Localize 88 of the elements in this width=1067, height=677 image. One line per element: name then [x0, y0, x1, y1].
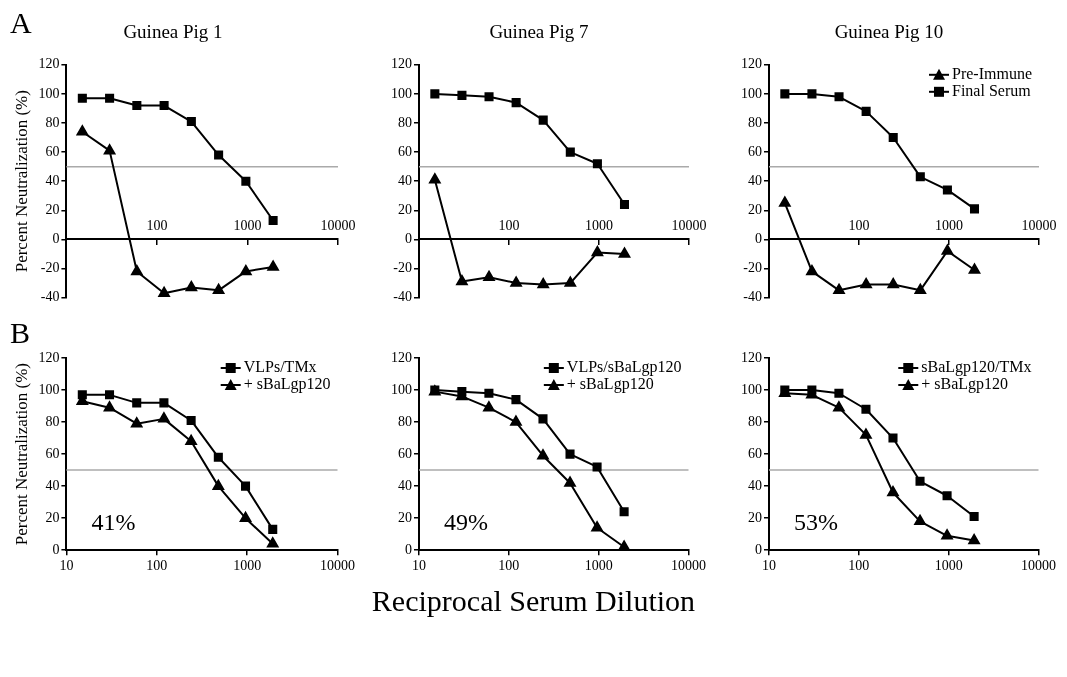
- x-tick-label: 100: [146, 218, 168, 234]
- chart-title: Guinea Pig 1: [123, 21, 223, 43]
- legend-label: Pre-Immune: [952, 65, 1033, 82]
- y-tick-label: 120: [390, 56, 412, 72]
- legend-label: sBaLgp120/TMx: [921, 358, 1032, 377]
- y-tick-label: -40: [743, 289, 762, 305]
- annotation: 41%: [91, 508, 136, 535]
- y-tick-label: 80: [45, 114, 60, 130]
- x-tick-label: 10000: [320, 558, 355, 574]
- y-tick-label: 20: [748, 201, 762, 217]
- y-tick-label: 20: [748, 509, 762, 525]
- x-tick-label: 10000: [1021, 218, 1057, 234]
- y-tick-label: 20: [397, 509, 412, 525]
- x-tick-label: 1000: [233, 558, 262, 574]
- x-tick-label: 100: [848, 218, 870, 234]
- y-tick-label: 20: [45, 509, 60, 525]
- annotation: 49%: [443, 508, 488, 535]
- legend-label: + sBaLgp120: [921, 375, 1009, 394]
- x-tick-label: 10: [411, 558, 426, 574]
- y-tick-label: 100: [38, 85, 60, 101]
- x-tick-label: 100: [498, 218, 519, 234]
- y-tick-label: 40: [397, 172, 412, 188]
- y-axis-title: Percent Neutralization (%): [11, 90, 31, 273]
- y-tick-label: 0: [404, 231, 412, 247]
- y-tick-label: 80: [748, 413, 762, 429]
- y-tick-label: 60: [397, 445, 412, 461]
- y-tick-label: 80: [748, 114, 762, 130]
- text: B: [10, 315, 31, 349]
- y-tick-label: 120: [741, 56, 762, 72]
- chart-title: Guinea Pig 10: [834, 21, 944, 43]
- x-tick-label: 10000: [320, 218, 356, 234]
- y-tick-label: 0: [52, 231, 60, 247]
- y-tick-label: 40: [748, 172, 762, 188]
- x-tick-label: 1000: [584, 558, 613, 574]
- x-tick-label: 10000: [671, 218, 706, 234]
- y-tick-label: 100: [390, 381, 412, 397]
- y-tick-label: 60: [45, 445, 60, 461]
- y-tick-label: 60: [397, 143, 412, 159]
- y-tick-label: 40: [45, 172, 60, 188]
- y-tick-label: 80: [397, 114, 412, 130]
- y-tick-label: 40: [45, 477, 60, 493]
- x-tick-label: 1000: [935, 218, 963, 234]
- legend-label: VLPs/sBaLgp120: [566, 358, 681, 377]
- y-axis-title: Percent Neutralization (%): [11, 363, 31, 546]
- x-tick-label: 10000: [1021, 558, 1056, 574]
- y-tick-label: 100: [38, 381, 60, 397]
- y-tick-label: 120: [741, 349, 762, 365]
- y-tick-label: 100: [741, 85, 762, 101]
- y-tick-label: 40: [397, 477, 412, 493]
- x-tick-label: 10: [762, 558, 776, 574]
- y-tick-label: 20: [45, 201, 60, 217]
- y-tick-label: -40: [40, 289, 60, 305]
- y-tick-label: 80: [45, 413, 60, 429]
- y-tick-label: 20: [397, 201, 412, 217]
- y-tick-label: 100: [741, 381, 762, 397]
- legend-label: + sBaLgp120: [566, 375, 654, 394]
- chart-title: Guinea Pig 7: [488, 21, 589, 43]
- y-tick-label: 0: [755, 541, 762, 557]
- x-tick-label: 100: [848, 558, 870, 574]
- y-tick-label: 60: [45, 143, 60, 159]
- y-tick-label: 60: [748, 445, 762, 461]
- y-tick-label: 60: [748, 143, 762, 159]
- y-tick-label: 0: [755, 231, 762, 247]
- y-tick-label: 100: [390, 85, 412, 101]
- y-tick-label: 120: [38, 349, 60, 365]
- legend-label: + sBaLgp120: [243, 375, 331, 394]
- x-tick-label: 1000: [934, 558, 963, 574]
- y-tick-label: 120: [390, 349, 412, 365]
- text: A: [10, 5, 32, 39]
- x-tick-label: 1000: [233, 218, 262, 234]
- legend-label: VLPs/TMx: [243, 358, 317, 376]
- y-tick-label: 0: [52, 541, 60, 557]
- y-tick-label: 0: [404, 541, 412, 557]
- x-tick-label: 100: [497, 558, 519, 574]
- y-tick-label: -20: [40, 260, 60, 276]
- x-tick-label: 100: [146, 558, 168, 574]
- y-tick-label: -40: [392, 289, 412, 305]
- x-axis-title: Reciprocal Serum Dilution: [370, 584, 697, 618]
- annotation: 53%: [794, 508, 838, 535]
- y-tick-label: 40: [748, 477, 762, 493]
- x-tick-label: 10: [59, 558, 74, 574]
- y-tick-label: -20: [392, 260, 412, 276]
- y-tick-label: 80: [397, 413, 412, 429]
- y-tick-label: 120: [38, 56, 60, 72]
- x-tick-label: 10000: [670, 558, 706, 574]
- y-tick-label: -20: [743, 260, 762, 276]
- x-tick-label: 1000: [584, 218, 613, 234]
- legend-label: Final Serum: [952, 82, 1032, 99]
